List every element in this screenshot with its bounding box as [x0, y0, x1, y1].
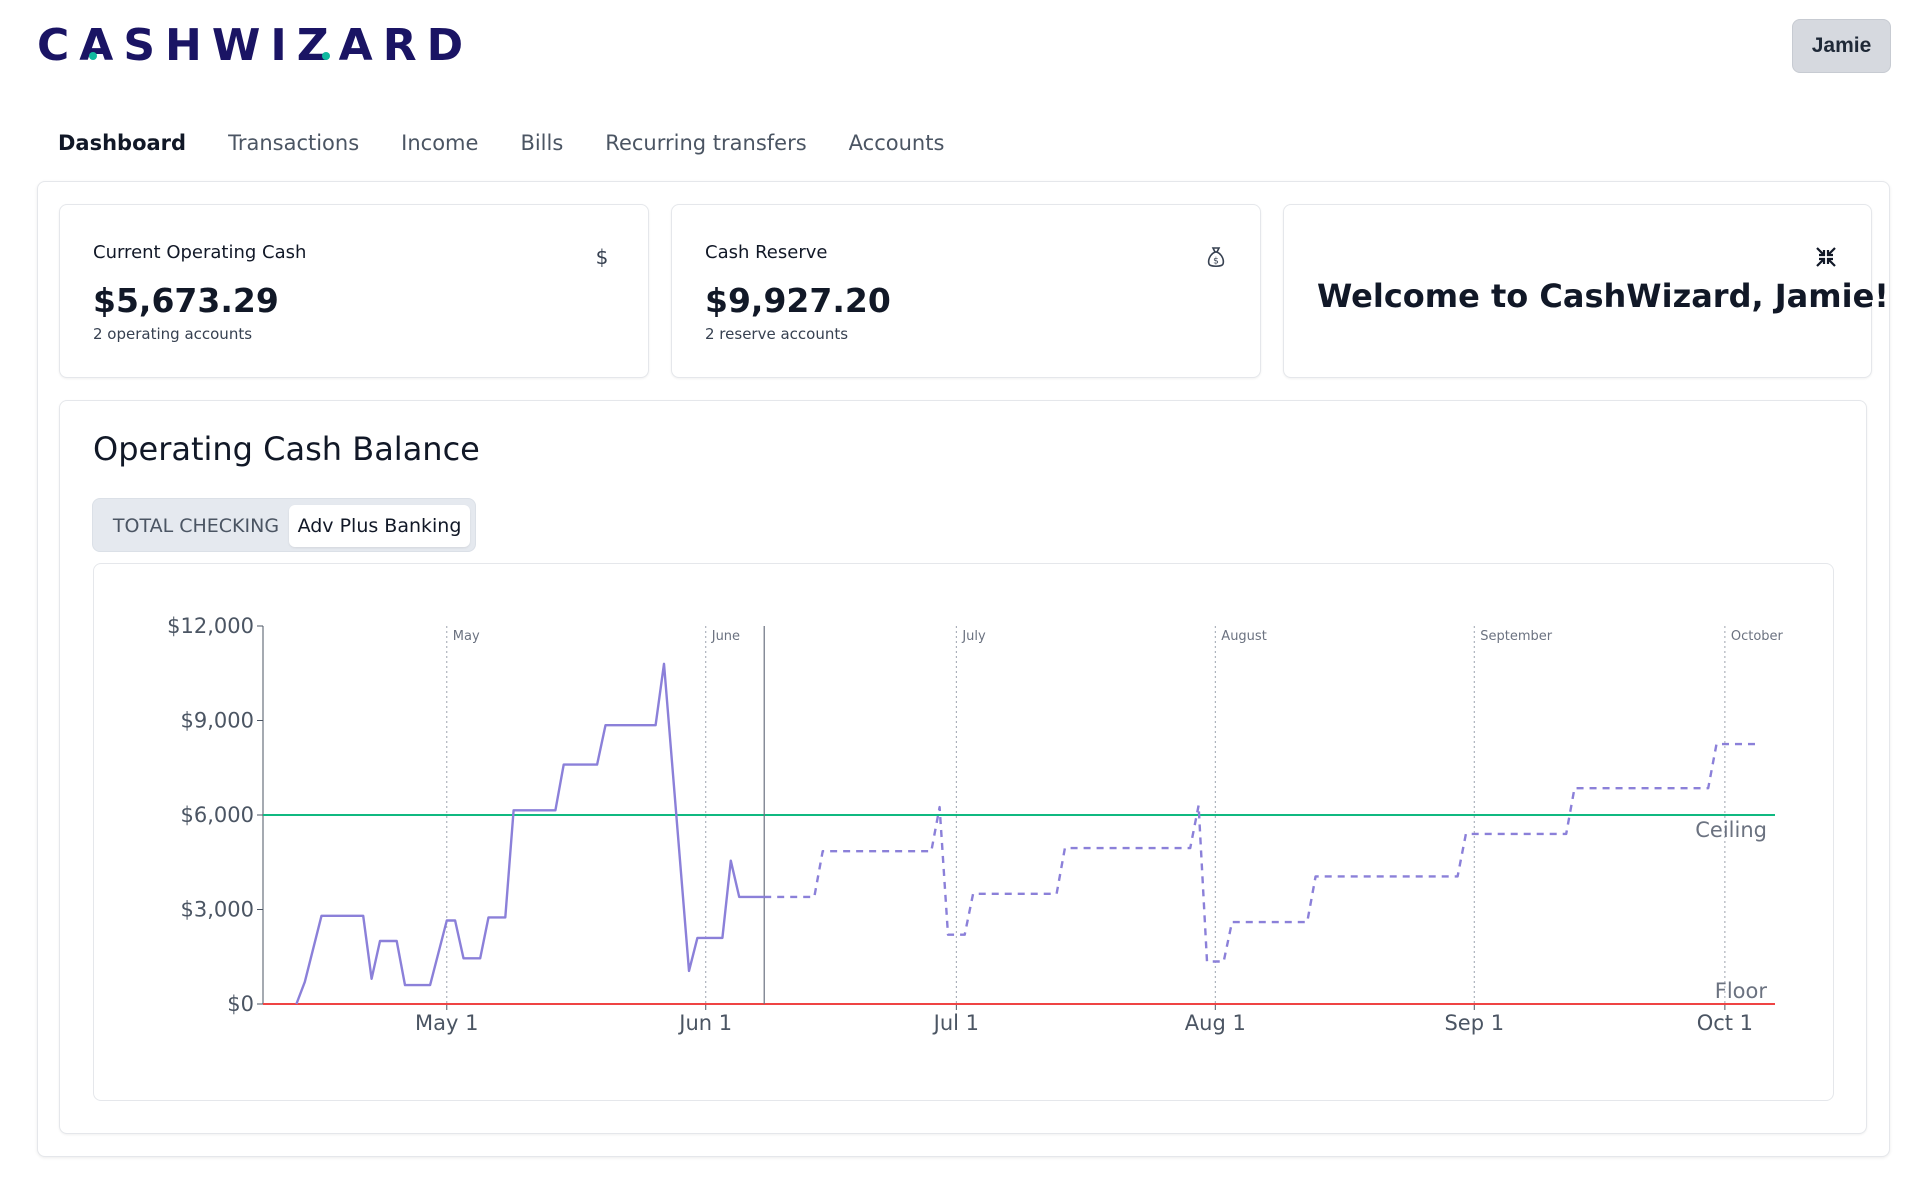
chart-container: May June July August September October $0 $3,00…: [93, 563, 1834, 1101]
reserve-accounts-count: 2 reserve accounts: [705, 325, 849, 343]
tab-total-checking[interactable]: TOTAL CHECKING: [112, 515, 280, 537]
y-tick-label: $6,000: [181, 803, 254, 827]
nav-item-dashboard[interactable]: Dashboard: [58, 131, 187, 155]
nav-item-income[interactable]: Income: [401, 131, 479, 155]
user-menu-button[interactable]: Jamie: [1792, 19, 1891, 73]
nav-item-accounts[interactable]: Accounts: [848, 131, 945, 155]
operating-cash-label: Current Operating Cash: [93, 242, 307, 263]
x-tick-label: May 1: [415, 1011, 478, 1035]
logo-text: CASHWIZARD: [37, 20, 474, 71]
x-tick-label: Oct 1: [1697, 1011, 1753, 1035]
floor-label: Floor: [1715, 979, 1768, 1003]
actual-balance-line: [295, 662, 765, 1005]
collapse-icon[interactable]: [1814, 245, 1838, 269]
month-marker-label: September: [1480, 629, 1553, 644]
month-marker-label: May: [453, 629, 480, 644]
nav-item-bills[interactable]: Bills: [520, 131, 564, 155]
nav-item-transactions[interactable]: Transactions: [228, 131, 360, 155]
projected-balance-line: [764, 742, 1759, 963]
x-tick-label: Jun 1: [677, 1011, 732, 1035]
month-marker-label: June: [711, 629, 740, 644]
account-tab-group: TOTAL CHECKING Adv Plus Banking: [92, 498, 476, 552]
operating-cash-value: $5,673.29: [93, 281, 279, 320]
welcome-card: Welcome to CashWizard, Jamie!: [1283, 204, 1889, 378]
welcome-message: Welcome to CashWizard, Jamie!: [1317, 277, 1889, 315]
main-nav: Dashboard Transactions Income Bills Recu…: [58, 128, 986, 158]
y-tick-label: $3,000: [181, 898, 254, 922]
cash-reserve-label: Cash Reserve: [705, 242, 828, 263]
tab-adv-plus-banking[interactable]: Adv Plus Banking: [289, 505, 470, 547]
chart-panel-title: Operating Cash Balance: [93, 430, 480, 468]
x-tick-label: Jul 1: [932, 1011, 979, 1035]
operating-accounts-count: 2 operating accounts: [93, 325, 253, 343]
x-tick-label: Sep 1: [1444, 1011, 1504, 1035]
cash-reserve-value: $9,927.20: [705, 281, 891, 320]
logo-accent-dot-1: [89, 52, 97, 60]
ceiling-label: Ceiling: [1695, 818, 1767, 842]
operating-cash-balance-chart: May June July August September October $0 $3,00…: [167, 614, 1784, 1035]
y-tick-label: $0: [227, 992, 254, 1016]
cash-reserve-card: Cash Reserve $9,927.20 2 reserve account…: [671, 204, 1261, 378]
month-marker-label: July: [961, 629, 986, 644]
svg-text:$: $: [596, 245, 609, 269]
month-marker-label: August: [1221, 629, 1267, 644]
svg-text:$: $: [1213, 257, 1219, 267]
dollar-icon: $: [590, 245, 614, 269]
nav-item-recurring-transfers[interactable]: Recurring transfers: [605, 131, 807, 155]
y-tick-label: $9,000: [181, 709, 254, 733]
app-logo[interactable]: CASHWIZARD: [37, 24, 473, 68]
operating-cash-card: Current Operating Cash $5,673.29 2 opera…: [59, 204, 649, 378]
logo-accent-dot-2: [322, 52, 330, 60]
month-marker-label: October: [1731, 629, 1784, 644]
x-tick-label: Aug 1: [1185, 1011, 1246, 1035]
y-tick-label: $12,000: [167, 614, 254, 638]
money-bag-icon: $: [1204, 245, 1228, 269]
